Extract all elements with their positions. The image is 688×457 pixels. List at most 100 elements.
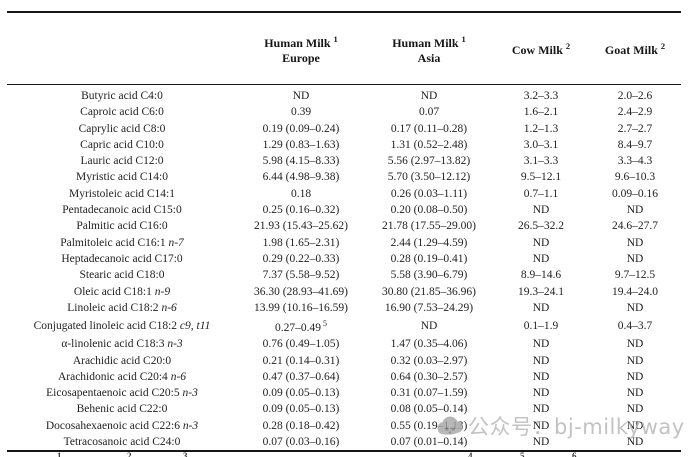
value-cell: 0.07 (418, 106, 440, 119)
footnote-marker: 1 (57, 451, 62, 457)
fatty-acid-name: Behenic acid C22:0 (76, 403, 168, 416)
fatty-acid-name: Capric acid C10:0 (80, 138, 164, 151)
fatty-acid-name: Tetracosanoic acid C24:0 (63, 436, 181, 449)
table-row: Docosahexaenoic acid C22:6 n-3 0.28 (0.18… (7, 418, 681, 434)
table-row: Capric acid C10:0 1.29 (0.83–1.63) 1.31 (0… (7, 137, 681, 153)
value-cell: ND (292, 90, 310, 102)
table-row: Heptadecanoic acid C17:0 0.29 (0.22–0.33)… (7, 251, 681, 267)
value-cell: 0.27–0.49 5 (275, 319, 327, 334)
value-cell: ND (626, 236, 644, 249)
value-cell: 0.09–0.16 (612, 187, 658, 200)
fatty-acid-name: Linoleic acid C18:2 n-6 (67, 301, 177, 314)
footnote-marker: 2 (127, 451, 132, 457)
value-cell: 8.9–14.6 (520, 269, 562, 282)
value-cell: 0.21 (0.14–0.31) (262, 354, 340, 367)
value-cell: 19.3–24.1 (518, 285, 564, 298)
header-superscript: 1 (461, 33, 466, 44)
header-subtitle: Asia (417, 50, 441, 65)
value-cell: 7.37 (5.58–9.52) (262, 269, 340, 282)
value-cell: 3.1–3.3 (523, 155, 559, 168)
footnote-marker: 3 (183, 451, 188, 457)
value-cell: ND (626, 387, 644, 400)
header-superscript: 2 (565, 41, 571, 51)
value-cell: ND (532, 387, 550, 400)
value-cell: 30.80 (21.85–36.96) (382, 285, 476, 298)
value-cell: 0.1–1.9 (523, 320, 559, 333)
fatty-acid-name: Docosahexaenoic acid C22:6 n-3 (45, 419, 199, 432)
value-cell: ND (626, 301, 644, 314)
fatty-acid-name: Stearic acid C18:0 (79, 269, 165, 282)
value-cell: ND (532, 338, 550, 351)
value-cell: ND (626, 338, 644, 351)
value-cell: ND (420, 90, 438, 102)
value-cell: 2.44 (1.29–4.59) (390, 236, 468, 249)
value-cell: 0.55 (0.19–1.13) (390, 419, 468, 432)
value-cell: 6.44 (4.98–9.38) (262, 171, 340, 184)
value-cell: ND (532, 403, 550, 416)
table-row: Arachidonic acid C20:4 n-6 0.47 (0.37–0.6… (7, 369, 681, 385)
table-row: Caproic acid C6:0 0.39 0.07 1.6–2.1 2.4–2.9 (7, 104, 681, 120)
value-cell: 0.09 (0.05–0.13) (262, 387, 340, 400)
header-human-milk-asia: Human Milk 1 Asia (365, 12, 493, 85)
header-superscript: 2 (660, 41, 666, 51)
table-row: Linoleic acid C18:2 n-6 13.99 (10.16–16.5… (7, 300, 681, 316)
value-cell: 5.58 (3.90–6.79) (390, 269, 468, 282)
fatty-acid-name: Lauric acid C12:0 (80, 155, 164, 168)
value-cell: 9.7–12.5 (614, 269, 656, 282)
value-cell: ND (532, 236, 550, 249)
table-row: α-linolenic acid C18:3 n-3 0.76 (0.49–1.0… (7, 336, 681, 352)
value-cell: ND (420, 320, 438, 333)
value-cell: ND (626, 403, 644, 416)
value-cell: 0.32 (0.03–2.97) (390, 354, 468, 367)
value-cell: 24.6–27.7 (612, 220, 658, 233)
value-cell: 5.70 (3.50–12.12) (387, 171, 471, 184)
value-cell: 9.5–12.1 (520, 171, 562, 184)
value-cell: 21.93 (15.43–25.62) (254, 220, 348, 233)
value-cell: 1.29 (0.83–1.63) (262, 138, 340, 151)
value-cell: 0.09 (0.05–0.13) (262, 403, 340, 416)
value-cell: 1.47 (0.35–4.06) (390, 338, 468, 351)
fatty-acid-name: Arachidic acid C20:0 (72, 354, 172, 367)
value-cell: 1.6–2.1 (523, 106, 559, 119)
fatty-acid-name: Butyric acid C4:0 (81, 90, 163, 102)
fatty-acid-name: Arachidonic acid C20:4 n-6 (57, 370, 187, 383)
table-row: Pentadecanoic acid C15:0 0.25 (0.16–0.32)… (7, 202, 681, 218)
value-cell: 3.3–4.3 (617, 155, 653, 168)
value-cell: 2.4–2.9 (617, 106, 653, 119)
table-row: Tetracosanoic acid C24:0 0.07 (0.03–0.16)… (7, 434, 681, 451)
table-body: Butyric acid C4:0 ND ND 3.2–3.3 2.0–2.6 Capro… (7, 85, 681, 452)
header-fatty-acid-column (7, 12, 237, 85)
table-row: Myristoleic acid C14:1 0.18 0.26 (0.03–1.1… (7, 186, 681, 202)
table-row: Conjugated linoleic acid C18:2 c9, t11 0.… (7, 316, 681, 336)
value-cell: 3.2–3.3 (523, 90, 559, 102)
value-cell: ND (532, 252, 550, 265)
value-cell: 0.7–1.1 (523, 187, 559, 200)
value-cell: 0.39 (290, 106, 312, 119)
value-cell: ND (626, 419, 644, 432)
header-title: Cow Milk (511, 43, 563, 57)
value-cell: 0.18 (290, 187, 312, 200)
footnote-clipped-line: 1 2 3 4 5 6 (7, 451, 681, 457)
header-subtitle: Europe (282, 50, 320, 65)
table-row: Stearic acid C18:0 7.37 (5.58–9.52) 5.58 (… (7, 267, 681, 283)
value-cell: 0.08 (0.05–0.14) (390, 403, 468, 416)
value-cell: ND (626, 252, 644, 265)
value-cell: 0.07 (0.03–0.16) (262, 436, 340, 449)
table-row: Arachidic acid C20:0 0.21 (0.14–0.31) 0.32… (7, 353, 681, 369)
value-cell: ND (532, 436, 550, 449)
value-cell: 0.19 (0.09–0.24) (262, 122, 340, 135)
value-cell: 0.4–3.7 (617, 320, 653, 333)
value-cell: 0.31 (0.07–1.59) (390, 387, 468, 400)
value-cell: 3.0–3.1 (523, 138, 559, 151)
value-cell: 0.26 (0.03–1.11) (390, 187, 468, 200)
value-cell: 26.5–32.2 (518, 220, 564, 233)
value-cell: 0.47 (0.37–0.64) (262, 370, 340, 383)
fatty-acid-name: Myristoleic acid C14:1 (68, 187, 176, 200)
fatty-acid-name: Conjugated linoleic acid C18:2 c9, t11 (33, 320, 211, 333)
value-cell: ND (626, 436, 644, 449)
value-cell: 8.4–9.7 (617, 138, 653, 151)
value-cell: 21.78 (17.55–29.00) (382, 220, 476, 233)
table-row: Behenic acid C22:0 0.09 (0.05–0.13) 0.08 (… (7, 401, 681, 417)
fatty-acid-name: Caproic acid C6:0 (80, 106, 164, 119)
